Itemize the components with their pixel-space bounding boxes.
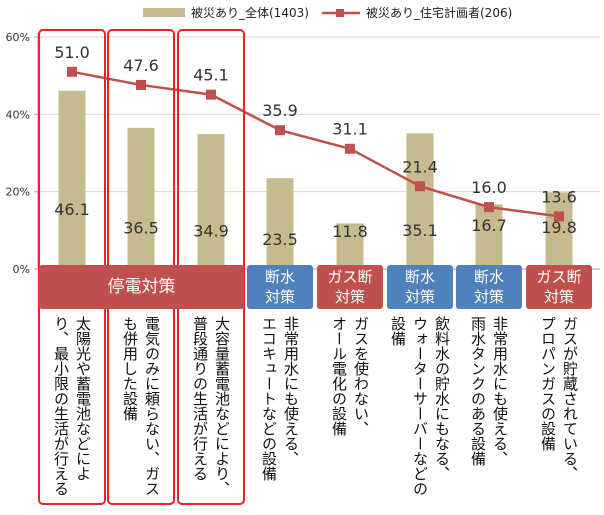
line-point bbox=[345, 143, 355, 154]
bar-value-label: 16.7 bbox=[471, 216, 507, 235]
category-description: 飲料水の貯水にもなる、 ウォーターサーバーなどの 設備 bbox=[389, 316, 451, 496]
bar-value-label: 11.8 bbox=[332, 222, 368, 241]
y-tick-label: 0% bbox=[13, 263, 30, 276]
line-value-label: 31.1 bbox=[332, 120, 368, 139]
line-series bbox=[67, 66, 564, 222]
line-labels: 51.0 47.6 45.1 35.9 31.1 21.4 16.0 13.6 bbox=[54, 43, 577, 207]
category-group: 断水 対策 bbox=[456, 265, 522, 309]
legend-bar-label: 被災あり_全体(1403) bbox=[191, 5, 309, 20]
legend: 被災あり_全体(1403) 被災あり_住宅計画者(206) bbox=[143, 5, 512, 20]
y-tick-label: 20% bbox=[6, 186, 30, 199]
line-point bbox=[206, 89, 216, 100]
category-group: 断水 対策 bbox=[247, 265, 313, 309]
line-value-label: 13.6 bbox=[541, 187, 577, 206]
legend-line-label: 被災あり_住宅計画者(206) bbox=[366, 5, 512, 20]
line-point bbox=[415, 181, 425, 192]
line-point bbox=[67, 66, 77, 77]
line-value-label: 21.4 bbox=[402, 157, 438, 176]
category-group: ガス断 対策 bbox=[317, 265, 383, 309]
category-description: 非常用水にも使える、 雨水タンクのある設備 bbox=[469, 316, 509, 466]
category-group: 停電対策 bbox=[39, 265, 244, 309]
line-value-label: 16.0 bbox=[471, 178, 507, 197]
bar-value-label: 36.5 bbox=[123, 218, 159, 237]
line-value-label: 45.1 bbox=[193, 66, 229, 85]
y-tick-label: 40% bbox=[6, 108, 30, 121]
bar bbox=[197, 134, 225, 269]
category-description: ガスが貯蔵されている、 プロパンガスの設備 bbox=[539, 316, 579, 481]
y-tick-label: 60% bbox=[6, 31, 30, 44]
bars bbox=[58, 90, 573, 269]
line-value-label: 47.6 bbox=[123, 56, 159, 75]
category-description: 非常用水にも使える、 エコキュートなどの設備 bbox=[260, 316, 300, 481]
bar-value-label: 23.5 bbox=[262, 230, 298, 249]
category-description: ガスを使わない、 オール電化の設備 bbox=[330, 316, 370, 436]
category-description: 大容量蓄電池などにより、 普段通りの生活が行える bbox=[191, 316, 231, 496]
bar bbox=[406, 133, 434, 269]
bar bbox=[58, 90, 86, 269]
line-point bbox=[554, 211, 564, 222]
category-group: 断水 対策 bbox=[387, 265, 453, 309]
line-point bbox=[484, 202, 494, 213]
legend-line-marker bbox=[336, 9, 344, 17]
line-path bbox=[71, 70, 560, 218]
legend-bar-swatch bbox=[143, 8, 185, 17]
category-description: 太陽光や蓄電池などによ り、最小限の生活が行える bbox=[52, 316, 92, 496]
bar-labels: 46.1 36.5 34.9 23.5 11.8 35.1 16.7 19.8 bbox=[54, 200, 577, 249]
bar bbox=[475, 204, 503, 269]
bar-value-label: 19.8 bbox=[541, 218, 577, 237]
bar bbox=[336, 223, 364, 269]
bar bbox=[266, 178, 294, 269]
line-point bbox=[275, 125, 285, 136]
y-ticks: 0% 20% 40% 60% bbox=[6, 31, 600, 276]
category-group: ガス断 対策 bbox=[526, 265, 592, 309]
line-value-label: 35.9 bbox=[262, 101, 298, 120]
bar-value-label: 35.1 bbox=[402, 221, 438, 240]
bar bbox=[127, 127, 155, 269]
bar-value-label: 46.1 bbox=[54, 200, 90, 219]
bar-value-label: 34.9 bbox=[193, 222, 229, 241]
line-value-label: 51.0 bbox=[54, 43, 90, 62]
bar bbox=[545, 192, 573, 269]
line-point bbox=[136, 79, 146, 90]
category-description: 電気のみに頼らない、ガス も併用した設備 bbox=[121, 316, 161, 496]
